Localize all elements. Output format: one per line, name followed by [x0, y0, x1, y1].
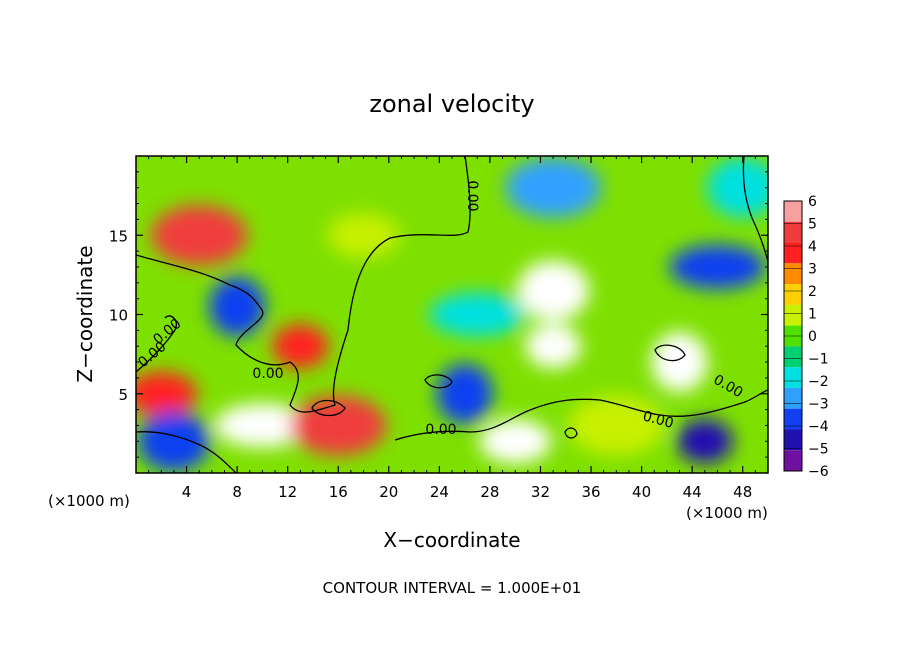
y-axis-label: Z−coordinate — [73, 245, 97, 382]
y-tick-label: 15 — [109, 227, 128, 245]
colorbar-swatch — [784, 408, 802, 430]
field-blob — [136, 371, 198, 416]
field-blob — [436, 363, 493, 424]
colorbar-label: −2 — [808, 374, 829, 390]
field-blob — [327, 213, 400, 258]
field-blob — [151, 205, 248, 266]
contour-zero-lower — [136, 431, 237, 473]
colorbar-label: −4 — [808, 419, 829, 435]
contour-labels: 0.000.000.00 0.000.000.000.00 — [135, 180, 745, 438]
field-blob — [525, 324, 582, 369]
contour-zero-center — [394, 389, 768, 441]
colorbar-label: 3 — [808, 262, 817, 278]
y-axis: 5 10 15 — [109, 171, 768, 458]
field-blob — [290, 395, 387, 456]
contour-lines — [136, 156, 768, 473]
x-tick-label: 8 — [232, 483, 242, 501]
x-tick-label: 40 — [632, 483, 651, 501]
field-blob — [479, 419, 552, 464]
x-axis-label: X−coordinate — [383, 528, 520, 552]
contour-zero-mid — [136, 315, 177, 373]
colorbar-label: −5 — [808, 442, 829, 458]
colorbar-label: −3 — [808, 397, 829, 413]
contour-label: 0.00 — [252, 366, 283, 382]
colorbar-swatch — [784, 450, 802, 471]
contour-small-1 — [311, 399, 346, 417]
colorbar-label: 0 — [808, 329, 817, 345]
x-unit-right: (×1000 m) — [686, 504, 768, 522]
field-blob — [517, 260, 590, 321]
x-tick-label: 36 — [581, 483, 600, 501]
x-tick-label: 16 — [329, 483, 348, 501]
colorbar-label: −1 — [808, 352, 829, 368]
chart-title: zonal velocity — [369, 90, 534, 118]
field-blob — [137, 411, 210, 472]
contour-zero-right — [742, 156, 768, 263]
colorbar-swatch — [784, 367, 802, 388]
colorbar: 6 5 4 3 2 1 0 −1 −2 −3 −4 −5 −6 — [783, 194, 829, 480]
contour-label: 0.00 — [641, 408, 675, 432]
x-tick-label: 48 — [733, 483, 752, 501]
x-tick-label: 32 — [531, 483, 550, 501]
x-tick-label: 44 — [683, 483, 702, 501]
colorbar-swatch — [784, 346, 802, 368]
colorbar-label: 1 — [808, 307, 817, 323]
contour-zero-upper-left — [136, 156, 471, 413]
colorbar-label: 5 — [808, 217, 817, 233]
colorbar-swatch — [784, 221, 802, 243]
colorbar-label: 4 — [808, 239, 817, 255]
x-tick-label: 24 — [430, 483, 449, 501]
colorbar-label: 6 — [808, 194, 817, 210]
x-tick-label: 20 — [379, 483, 398, 501]
y-tick-label: 5 — [118, 386, 128, 404]
field-blob — [272, 324, 329, 369]
contour-label: 0.00 — [464, 180, 480, 211]
field-blob — [209, 276, 266, 337]
colorbar-swatch — [784, 263, 802, 285]
colorbar-swatch — [784, 304, 802, 326]
contour-label: 0.00 — [425, 422, 456, 438]
colorbar-label: −6 — [808, 464, 829, 480]
field-blob — [706, 157, 768, 218]
field-blob — [429, 292, 526, 337]
field-blob — [669, 244, 766, 289]
contour-small-3 — [654, 344, 686, 362]
field-blob — [651, 332, 708, 393]
colorbar-swatch — [784, 387, 802, 409]
x-tick-label: 4 — [182, 483, 192, 501]
colorbar-swatch — [784, 201, 802, 222]
field-blob — [676, 419, 733, 464]
x-unit-left: (×1000 m) — [48, 492, 130, 510]
contour-interval-footer: CONTOUR INTERVAL = 1.000E+01 — [323, 579, 582, 597]
field-blob — [214, 403, 311, 448]
contour-small-4 — [564, 427, 578, 439]
x-tick-label: 28 — [480, 483, 499, 501]
plot-area — [136, 156, 768, 473]
y-tick-label: 10 — [109, 307, 128, 325]
contour-small-2 — [424, 374, 453, 389]
x-tick-label: 12 — [278, 483, 297, 501]
colorbar-label: 2 — [808, 284, 817, 300]
x-axis: 4 8 12 16 20 24 28 32 36 40 44 48 — [148, 156, 756, 501]
colorbar-swatch — [784, 429, 802, 451]
colorbar-swatch — [784, 284, 802, 305]
field-blob — [505, 157, 602, 218]
colorbar-swatch — [784, 242, 802, 264]
